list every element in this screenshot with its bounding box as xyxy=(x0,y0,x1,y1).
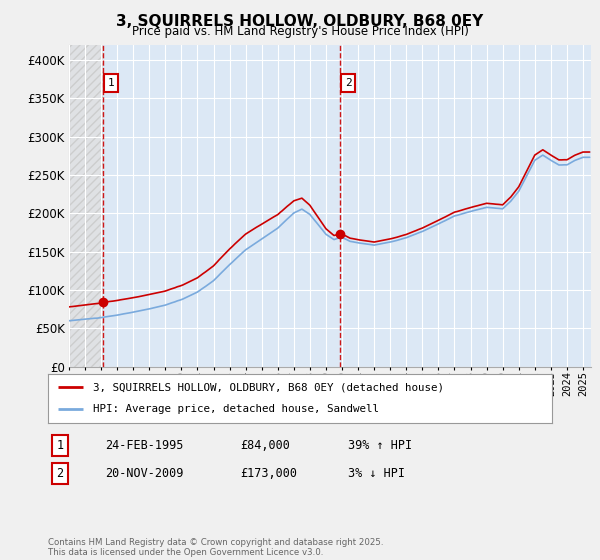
Text: Price paid vs. HM Land Registry's House Price Index (HPI): Price paid vs. HM Land Registry's House … xyxy=(131,25,469,38)
Text: £84,000: £84,000 xyxy=(240,438,290,452)
Bar xyxy=(69,45,103,367)
Text: 1: 1 xyxy=(108,78,115,88)
Text: 20-NOV-2009: 20-NOV-2009 xyxy=(105,466,184,480)
Text: £173,000: £173,000 xyxy=(240,466,297,480)
Text: 39% ↑ HPI: 39% ↑ HPI xyxy=(348,438,412,452)
Text: 3, SQUIRRELS HOLLOW, OLDBURY, B68 0EY: 3, SQUIRRELS HOLLOW, OLDBURY, B68 0EY xyxy=(116,14,484,29)
Text: HPI: Average price, detached house, Sandwell: HPI: Average price, detached house, Sand… xyxy=(94,404,379,414)
Text: 1: 1 xyxy=(56,438,64,452)
Text: Contains HM Land Registry data © Crown copyright and database right 2025.
This d: Contains HM Land Registry data © Crown c… xyxy=(48,538,383,557)
Text: 3% ↓ HPI: 3% ↓ HPI xyxy=(348,466,405,480)
Text: 2: 2 xyxy=(345,78,352,88)
Text: 3, SQUIRRELS HOLLOW, OLDBURY, B68 0EY (detached house): 3, SQUIRRELS HOLLOW, OLDBURY, B68 0EY (d… xyxy=(94,382,445,393)
Text: 24-FEB-1995: 24-FEB-1995 xyxy=(105,438,184,452)
Text: 2: 2 xyxy=(56,466,64,480)
